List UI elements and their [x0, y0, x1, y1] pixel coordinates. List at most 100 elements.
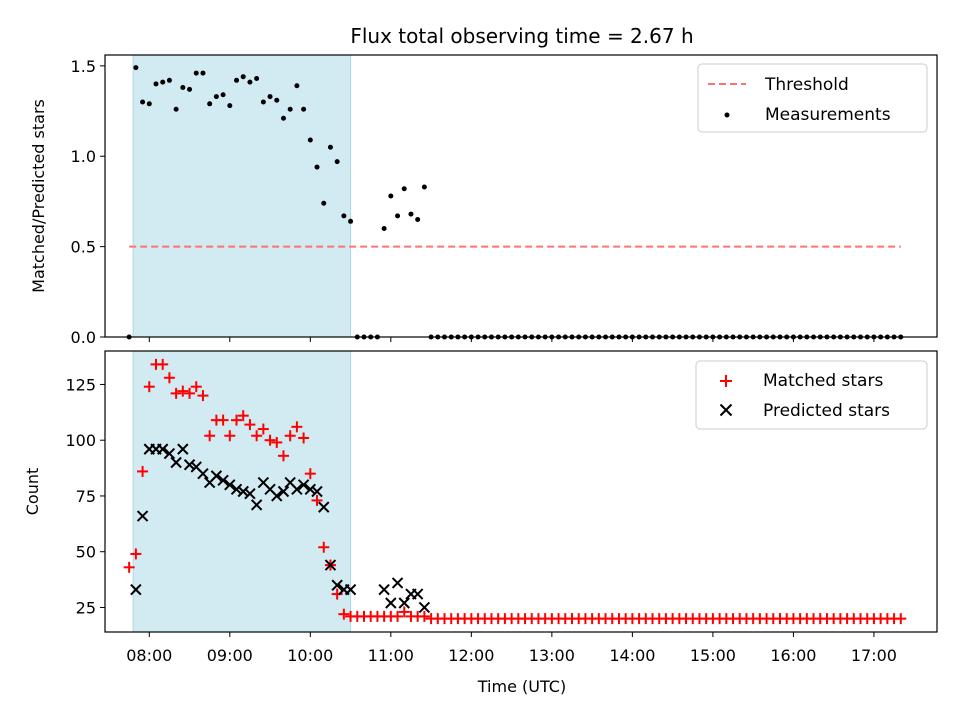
x-axis-label: Time (UTC)	[477, 677, 566, 696]
legend-predicted-swatch	[719, 403, 733, 417]
predicted-star-point	[331, 579, 343, 591]
bottom-y-tick-label: 25	[76, 598, 96, 617]
predicted-star-point	[224, 479, 236, 491]
measurement-point	[294, 83, 300, 89]
bottom-x-tick-label: 13:00	[529, 646, 575, 665]
bottom-x-tick-label: 09:00	[207, 646, 253, 665]
predicted-star-point	[136, 510, 149, 522]
bottom-x-tick-label: 11:00	[368, 646, 414, 665]
legend-threshold-label: Threshold	[764, 75, 849, 95]
measurement-point	[254, 76, 260, 81]
top-y-tick-label: 0.5	[71, 238, 96, 257]
matched-star-point	[177, 385, 189, 397]
predicted-star-point	[230, 483, 243, 495]
matched-star-point	[231, 414, 243, 426]
predicted-star-point	[324, 559, 337, 571]
matched-star-point	[311, 494, 323, 506]
legend-predicted-label: Predicted stars	[763, 401, 890, 421]
matched-star-point	[143, 381, 155, 393]
predicted-star-point	[250, 499, 263, 511]
measurement-point	[193, 70, 199, 76]
matched-star-point	[331, 588, 343, 600]
matched-star-point	[298, 432, 310, 444]
matched-star-point	[163, 372, 175, 384]
top-y-tick-label: 0.0	[71, 328, 96, 347]
measurement-point	[408, 211, 414, 217]
measurement-point	[234, 77, 240, 83]
predicted-star-point	[391, 577, 404, 589]
bottom-axis-ticks: 25 50 75 100 125 08:00 09:00 10:00 11:00 12:00 13:…	[65, 375, 897, 665]
matched-star-point	[170, 387, 182, 399]
predicted-star-point	[418, 601, 431, 614]
measurement-point	[381, 226, 387, 232]
predicted-star-point	[210, 470, 223, 482]
top-legend-box	[697, 63, 928, 133]
predicted-star-point	[291, 483, 303, 495]
predicted-star-point	[197, 467, 209, 480]
measurement-point	[153, 81, 159, 87]
predicted-star-point	[378, 583, 390, 596]
matched-star-point	[418, 610, 430, 622]
bottom-x-tick-label: 10:00	[287, 646, 333, 665]
legend-matched-swatch	[720, 375, 732, 387]
measurement-point	[321, 200, 327, 206]
measurement-point	[166, 77, 172, 83]
measurement-point	[227, 103, 233, 109]
top-observing-window	[132, 54, 352, 338]
chart-title: Flux total observing time = 2.67 h	[350, 24, 693, 48]
matched-star-point	[157, 358, 169, 370]
predicted-star-point	[411, 588, 424, 600]
bottom-y-tick-label: 100	[65, 431, 96, 450]
measurement-point	[173, 106, 179, 112]
measurement-point	[348, 218, 354, 224]
matched-star-point	[190, 381, 202, 393]
predicted-star-point	[156, 443, 169, 455]
matched-star-point	[224, 430, 236, 442]
measurement-point	[213, 94, 219, 100]
measurement-point	[388, 193, 394, 199]
predicted-star-point	[163, 447, 176, 460]
top-axis-ticks: 0.0 0.5 1.0 1.5	[71, 57, 875, 347]
measurement-point	[401, 186, 407, 192]
measurement-point	[146, 101, 152, 107]
top-y-tick-label: 1.5	[71, 57, 96, 76]
matched-star-point	[338, 608, 350, 620]
measurement-point	[160, 79, 166, 85]
matched-star-point	[318, 541, 330, 553]
bottom-plot-frame	[104, 350, 938, 633]
measurement-point	[415, 217, 421, 222]
matched-star-point	[204, 430, 216, 442]
top-y-tick-label: 1.0	[71, 147, 96, 166]
measurement-point	[240, 74, 246, 80]
measurement-point	[133, 65, 139, 71]
matched-star-point	[130, 548, 142, 560]
matched-stars-series	[123, 358, 907, 625]
matched-star-point	[398, 606, 410, 618]
top-y-axis-label: Matched/Predicted stars	[29, 99, 48, 293]
matched-star-point	[137, 465, 149, 477]
predicted-star-point	[183, 459, 196, 471]
predicted-star-point	[217, 474, 229, 487]
measurement-point	[260, 99, 266, 105]
top-legend: Threshold Measurements	[697, 63, 928, 133]
predicted-star-point	[344, 583, 357, 596]
matched-star-point	[291, 421, 303, 433]
matched-star-point	[237, 410, 249, 422]
predicted-star-point	[237, 485, 249, 498]
top-panel: 0.0 0.5 1.0 1.5 Matched/Predicted stars	[29, 54, 938, 347]
bottom-x-tick-label: 12:00	[448, 646, 494, 665]
measurement-point	[287, 106, 293, 112]
predicted-star-point	[277, 485, 290, 498]
matched-star-point	[271, 436, 283, 448]
bottom-y-tick-label: 125	[65, 375, 96, 394]
measurement-point	[301, 106, 307, 112]
legend-measurements-swatch	[724, 112, 730, 118]
bottom-x-tick-label: 15:00	[690, 646, 736, 665]
matched-star-point	[277, 450, 289, 462]
predicted-star-point	[170, 456, 182, 469]
matched-star-point	[284, 430, 296, 442]
bottom-x-tick-label: 08:00	[126, 646, 172, 665]
bottom-y-tick-label: 50	[76, 543, 96, 562]
measurement-point	[200, 70, 206, 76]
